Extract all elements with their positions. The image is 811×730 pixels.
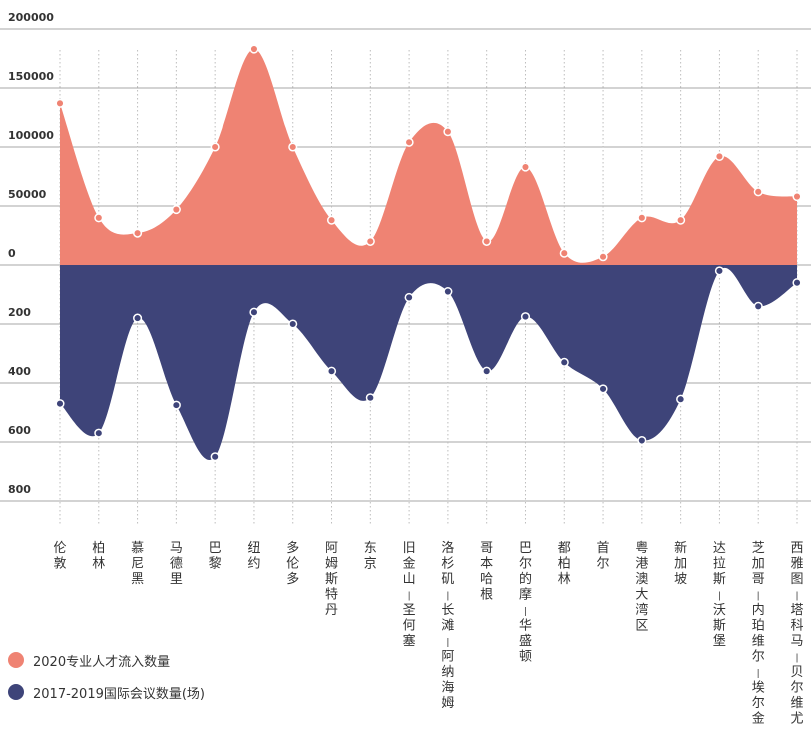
x-tick-label: 马德里 [170, 541, 183, 587]
point-international-meetings [638, 437, 646, 445]
point-talent-inflow [522, 163, 530, 171]
point-talent-inflow [599, 253, 607, 261]
y-tick-label: 200000 [8, 11, 54, 24]
x-tick-label: 巴黎 [209, 541, 222, 572]
point-international-meetings [289, 320, 297, 328]
point-international-meetings [405, 294, 413, 302]
point-international-meetings [56, 400, 64, 408]
point-international-meetings [793, 279, 801, 287]
point-international-meetings [522, 313, 530, 321]
point-international-meetings [599, 385, 607, 393]
x-tick-label: 粤港澳大湾区 [635, 540, 648, 634]
x-tick-label: 达拉斯|沃斯堡 [713, 541, 726, 649]
legend-item-talent: 2020专业人才流入数量 [8, 648, 205, 672]
x-tick-label: 阿姆斯特丹 [325, 541, 338, 618]
point-international-meetings [444, 288, 452, 296]
point-talent-inflow [367, 238, 375, 246]
area-talent-inflow [60, 49, 797, 265]
area-international-meetings [60, 265, 797, 460]
y-tick-label: 0 [8, 247, 16, 260]
x-tick-label: 旧金山|圣何塞 [403, 541, 416, 649]
point-talent-inflow [638, 214, 646, 222]
x-tick-label: 哥本哈根 [480, 541, 493, 603]
point-talent-inflow [328, 216, 336, 224]
x-tick-label: 巴尔的摩|华盛顿 [519, 541, 532, 665]
point-international-meetings [95, 429, 103, 437]
x-tick-label: 纽约 [247, 541, 260, 572]
legend: 2020专业人才流入数量 2017-2019国际会议数量(场) [8, 648, 205, 704]
y-tick-label: 100000 [8, 129, 54, 142]
point-talent-inflow [405, 138, 413, 146]
point-talent-inflow [95, 214, 103, 222]
legend-swatch-talent [8, 652, 24, 668]
legend-swatch-meetings [8, 684, 24, 700]
point-international-meetings [328, 367, 336, 375]
y-tick-label: 50000 [8, 188, 47, 201]
x-tick-label: 芝加哥|内珀维尔|埃尔金 [752, 540, 765, 727]
point-talent-inflow [211, 143, 219, 151]
point-international-meetings [134, 314, 142, 322]
areas [60, 49, 797, 460]
point-international-meetings [173, 401, 181, 409]
point-international-meetings [677, 395, 685, 403]
point-talent-inflow [677, 216, 685, 224]
x-tick-label: 洛杉矶|长滩|阿纳海姆 [441, 541, 454, 711]
point-talent-inflow [173, 206, 181, 214]
point-talent-inflow [716, 153, 724, 161]
y-tick-label: 800 [8, 483, 31, 496]
point-talent-inflow [56, 100, 64, 108]
legend-item-meetings: 2017-2019国际会议数量(场) [8, 680, 205, 704]
x-tick-label: 慕尼黑 [131, 541, 144, 587]
x-tick-label: 多伦多 [286, 540, 299, 587]
x-tick-label: 都柏林 [558, 541, 571, 587]
point-talent-inflow [444, 128, 452, 136]
point-talent-inflow [483, 238, 491, 246]
y-tick-label: 600 [8, 424, 31, 437]
point-international-meetings [754, 303, 762, 311]
x-tick-label: 西雅图|塔科马|贝尔维尤 [790, 541, 803, 727]
x-tick-label: 首尔 [597, 541, 610, 572]
x-tick-label: 新加坡 [674, 540, 687, 587]
point-talent-inflow [289, 143, 297, 151]
point-talent-inflow [793, 193, 801, 201]
y-axis-ticks: 200000 150000 100000 50000 0 200 400 600 800 [8, 11, 54, 496]
x-tick-label: 东京 [364, 541, 377, 572]
point-international-meetings [560, 359, 568, 367]
point-international-meetings [250, 308, 258, 316]
legend-label-meetings: 2017-2019国际会议数量(场) [33, 683, 205, 702]
y-tick-label: 150000 [8, 70, 54, 83]
y-tick-label: 400 [8, 365, 31, 378]
point-international-meetings [716, 267, 724, 275]
legend-label-talent: 2020专业人才流入数量 [33, 651, 170, 670]
point-international-meetings [483, 367, 491, 375]
point-international-meetings [367, 394, 375, 402]
point-talent-inflow [560, 249, 568, 257]
point-international-meetings [211, 453, 219, 461]
x-tick-label: 伦敦 [53, 541, 66, 572]
point-talent-inflow [134, 229, 142, 237]
y-tick-label: 200 [8, 306, 31, 319]
x-tick-label: 柏林 [92, 541, 105, 572]
point-talent-inflow [250, 45, 258, 53]
point-talent-inflow [754, 188, 762, 196]
